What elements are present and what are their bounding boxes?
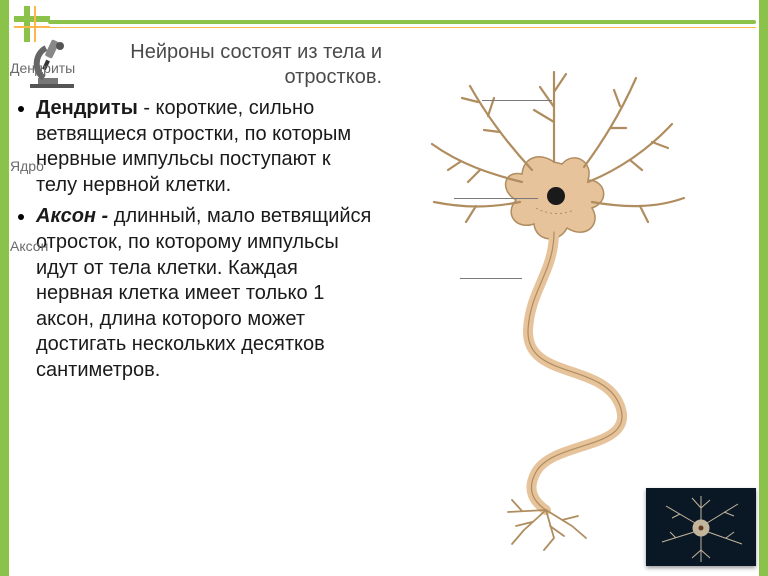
top-rule-green — [48, 20, 756, 24]
term-axon: Аксон - — [36, 205, 114, 227]
top-rule-orange — [48, 27, 756, 28]
list-item: Дендриты - короткие, сильно ветвящиеся о… — [36, 96, 376, 198]
neuron-diagram — [404, 32, 704, 552]
intro-line1: Нейроны состоят из тела и — [130, 41, 382, 63]
thumbnail-neuron — [646, 488, 756, 566]
intro-line2: отростков. — [284, 66, 382, 88]
list-item: Аксон - длинный, мало ветвящийся отросто… — [36, 204, 376, 383]
term-dendrites: Дендриты — [36, 97, 138, 119]
label-axon: Аксон — [10, 238, 48, 254]
bullet-list: Дендриты - короткие, сильно ветвящиеся о… — [36, 96, 376, 390]
def-axon: длинный, мало ветвящийся отросток, по ко… — [36, 205, 371, 381]
intro-text: Нейроны состоят из тела и отростков. — [92, 40, 382, 90]
label-dendrites: Дендриты — [10, 60, 75, 76]
label-nucleus: Ядро — [10, 158, 44, 174]
